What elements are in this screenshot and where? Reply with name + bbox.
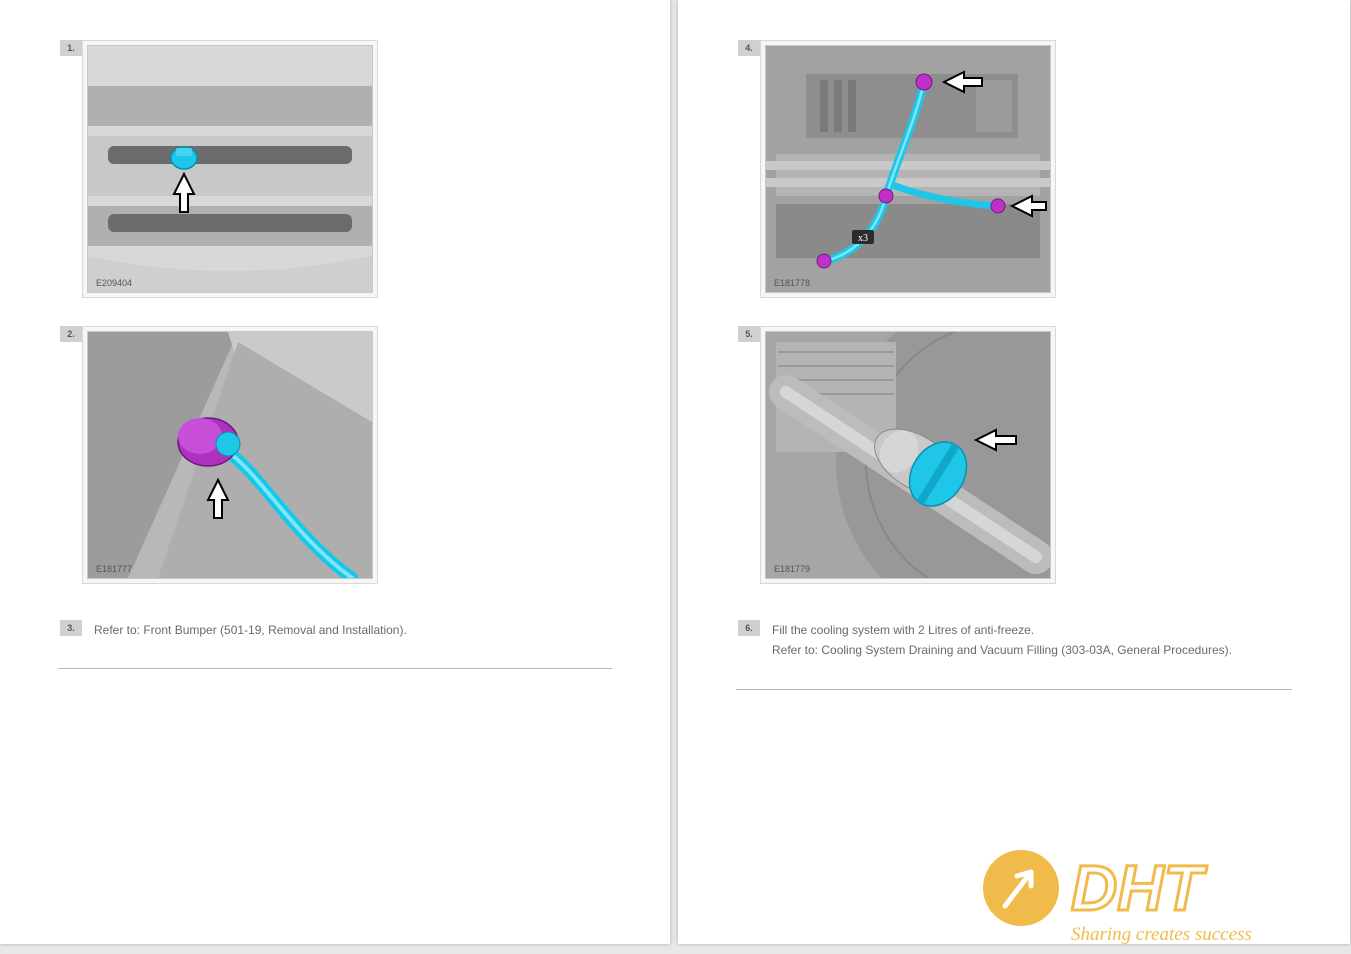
step-number: 6. xyxy=(738,620,760,636)
step-3: 3. Refer to: Front Bumper (501-19, Remov… xyxy=(48,620,622,640)
divider xyxy=(736,689,1292,690)
figure-id-label: E209404 xyxy=(96,278,132,288)
step-number: 4. xyxy=(738,40,760,56)
figure-id-label: E181777 xyxy=(96,564,132,574)
step-number: 1. xyxy=(60,40,82,56)
step-text: Fill the cooling system with 2 Litres of… xyxy=(772,620,1302,661)
figure-e181777: E181777 xyxy=(87,331,373,579)
divider xyxy=(58,668,612,669)
step-number: 2. xyxy=(60,326,82,342)
step-1: 1. E209404 xyxy=(48,40,622,298)
step-5: 5. xyxy=(726,326,1302,584)
page-right: 4. xyxy=(678,0,1350,944)
document-spread: 1. E209404 xyxy=(0,0,1351,954)
page-left: 1. E209404 xyxy=(0,0,670,944)
figure-id-label: E181778 xyxy=(774,278,810,288)
step-2: 2. E181 xyxy=(48,326,622,584)
svg-text:x3: x3 xyxy=(858,233,868,244)
figure-frame: E181777 xyxy=(82,326,378,584)
figure-id-label: E181779 xyxy=(774,564,810,574)
count-badge: x3 xyxy=(852,230,874,244)
step-text: Refer to: Front Bumper (501-19, Removal … xyxy=(94,620,622,640)
step-6: 6. Fill the cooling system with 2 Litres… xyxy=(726,620,1302,661)
figure-frame: x3 E181778 xyxy=(760,40,1056,298)
figure-frame: E209404 xyxy=(82,40,378,298)
step-4: 4. xyxy=(726,40,1302,298)
step-text-line: Refer to: Cooling System Draining and Va… xyxy=(772,640,1302,660)
step-text-line: Fill the cooling system with 2 Litres of… xyxy=(772,620,1302,640)
figure-frame: E181779 xyxy=(760,326,1056,584)
figure-e181778: x3 E181778 xyxy=(765,45,1051,293)
figure-e209404: E209404 xyxy=(87,45,373,293)
step-number: 5. xyxy=(738,326,760,342)
figure-e181779: E181779 xyxy=(765,331,1051,579)
step-number: 3. xyxy=(60,620,82,636)
